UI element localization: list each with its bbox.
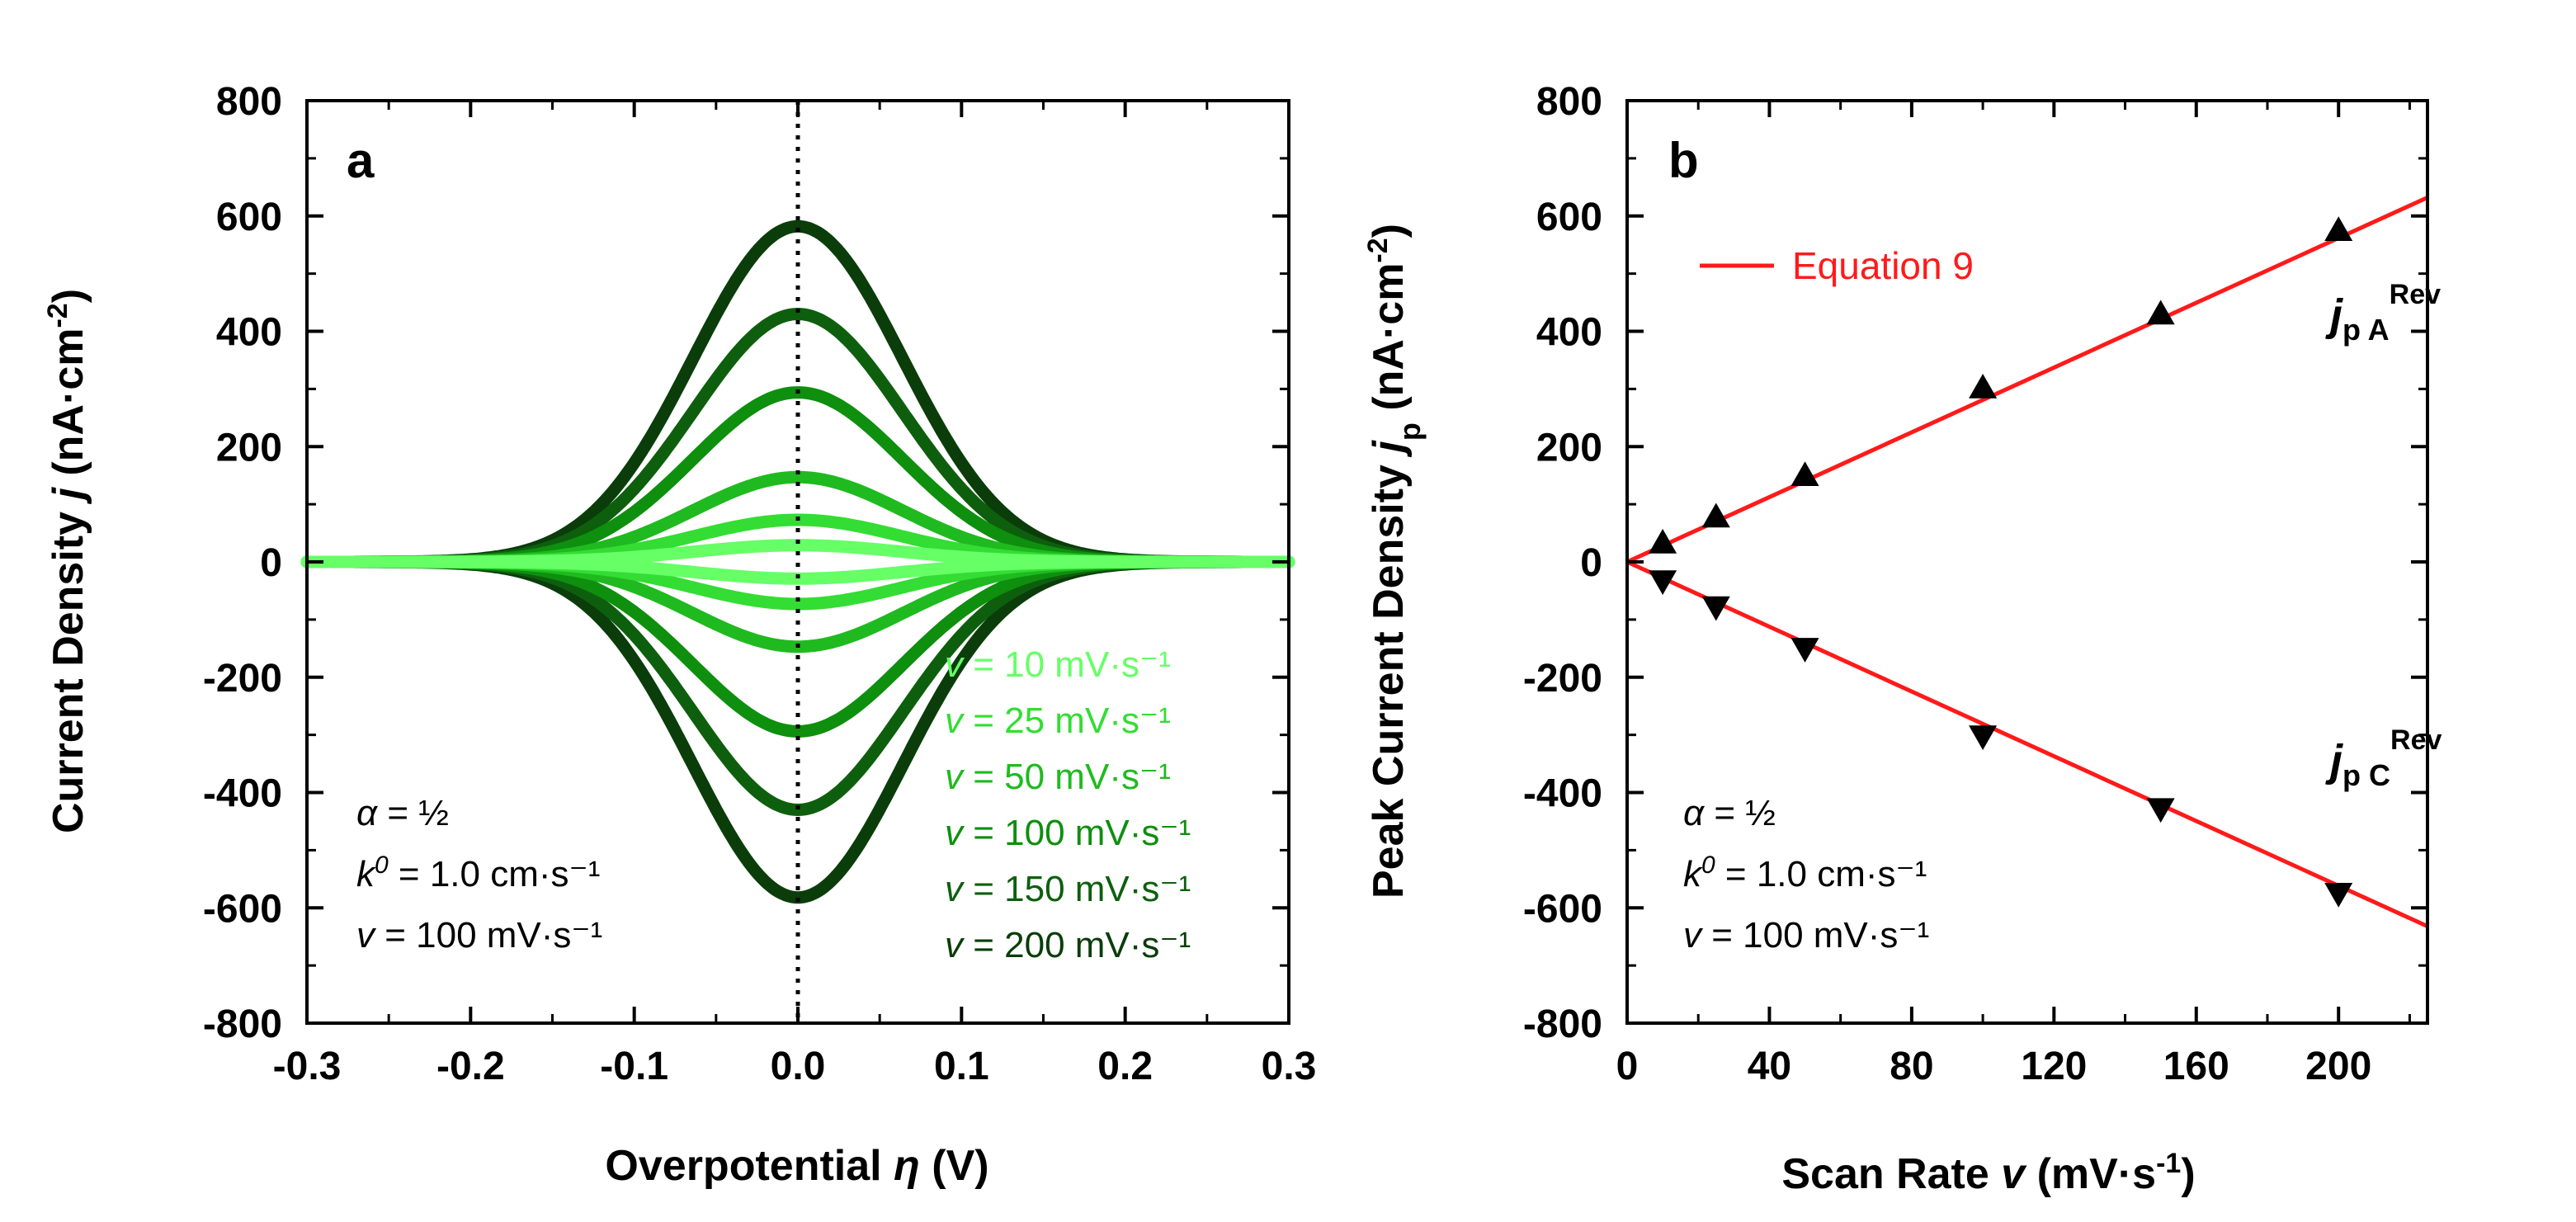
a-y-tick-label: -600	[203, 887, 282, 931]
b-x-tick-label: 120	[2021, 1045, 2087, 1088]
panel-b: 0 40 80 120 160 200 -800 -600 -400 -200 0 200 400 600…	[1362, 80, 2442, 1198]
a-legend-entry-4: v = 100 mV·s⁻¹	[945, 813, 1191, 853]
a-y-tick-label: -400	[203, 772, 282, 816]
b-markers	[1649, 216, 2353, 908]
b-y-tick-label: -200	[1523, 657, 1602, 701]
a-y-tick-label: 400	[216, 311, 282, 355]
b-x-tick-label: 80	[1890, 1045, 1933, 1088]
b-y-tick-label: -600	[1523, 887, 1602, 931]
b-marker-anodic	[1701, 502, 1730, 528]
b-marker-cathodic	[1701, 596, 1730, 621]
a-legend-entry-5: v = 150 mV·s⁻¹	[945, 869, 1191, 909]
b-param-line: α = ½	[1683, 793, 1776, 833]
b-fit-lines	[1625, 196, 2429, 928]
a-y-tick-label: 800	[216, 80, 282, 124]
a-x-tick-label: -0.3	[273, 1045, 342, 1088]
b-marker-anodic	[2146, 300, 2175, 325]
a-param-line: k0 = 1.0 cm·s⁻¹	[356, 852, 600, 895]
a-y-tick-label: -800	[203, 1003, 282, 1046]
a-legend-entry-6: v = 200 mV·s⁻¹	[945, 925, 1191, 965]
a-legend: v = 10 mV·s⁻¹ v = 25 mV·s⁻¹ v = 50 mV·s⁻¹ v…	[945, 644, 1191, 965]
a-legend-entry-1: v = 10 mV·s⁻¹	[945, 644, 1171, 685]
b-parameters: α = ½ k0 = 1.0 cm·s⁻¹ v = 100 mV·s⁻¹	[1683, 793, 1929, 955]
a-legend-entry-3: v = 50 mV·s⁻¹	[945, 757, 1171, 797]
b-marker-cathodic	[1969, 725, 1998, 751]
b-legend: Equation 9	[1700, 244, 1974, 287]
b-marker-anodic	[2324, 216, 2353, 241]
b-panel-letter: b	[1668, 133, 1699, 188]
b-param-line: k0 = 1.0 cm·s⁻¹	[1683, 852, 1927, 895]
a-x-axis-label: Overpotential η (V)	[605, 1142, 988, 1190]
b-x-tick-label: 160	[2163, 1045, 2229, 1088]
b-marker-anodic	[1969, 373, 1998, 399]
a-x-tick-label: 0.2	[1097, 1045, 1153, 1088]
a-panel-letter: a	[347, 133, 375, 188]
b-y-axis-label: Peak Current Density jp (nA·cm-2)	[1362, 224, 1427, 899]
b-y-tick-label: 600	[1536, 196, 1602, 239]
a-x-tick-label: 0.1	[934, 1045, 989, 1088]
b-param-line: v = 100 mV·s⁻¹	[1683, 915, 1929, 955]
b-y-tick-label: 0	[1580, 541, 1602, 585]
panel-a: -0.3 -0.2 -0.1 0.0 0.1 0.2 0.3 -800 -600 -400 -200…	[42, 80, 1316, 1190]
b-y-tick-label: 800	[1536, 80, 1602, 124]
b-y-tick-label: -800	[1523, 1003, 1602, 1046]
a-param-line: v = 100 mV·s⁻¹	[356, 915, 602, 955]
a-y-tick-label: 0	[260, 541, 282, 585]
a-x-tick-label: -0.1	[600, 1045, 668, 1088]
b-ticks: 0 40 80 120 160 200 -800 -600 -400 -200 0 200 400 600…	[1523, 80, 2427, 1088]
b-series-label-anodic: jp ARev	[2325, 279, 2441, 347]
a-x-tick-label: -0.2	[436, 1045, 505, 1088]
a-y-tick-label: 600	[216, 196, 282, 239]
b-x-tick-label: 40	[1748, 1045, 1791, 1088]
b-marker-anodic	[1649, 528, 1677, 554]
a-ticks: -0.3 -0.2 -0.1 0.0 0.1 0.2 0.3 -800 -600 -400 -200…	[203, 80, 1316, 1088]
b-x-axis-label: Scan Rate v (mV·s-1)	[1781, 1148, 2195, 1198]
b-fit-line-2	[1625, 559, 2429, 928]
b-fit-line-1	[1625, 196, 2429, 564]
b-x-tick-label: 0	[1616, 1045, 1639, 1088]
b-marker-cathodic	[2324, 883, 2353, 908]
a-x-tick-label: 0.3	[1262, 1045, 1317, 1088]
a-y-axis-label: Current Density j (nA·cm-2)	[42, 289, 92, 833]
b-x-tick-label: 200	[2305, 1045, 2371, 1088]
b-marker-anodic	[1790, 461, 1819, 486]
b-legend-label: Equation 9	[1792, 244, 1974, 287]
a-x-tick-label: 0.0	[771, 1045, 826, 1088]
b-series-label-cathodic: jp CRev	[2325, 724, 2442, 792]
b-y-tick-label: 200	[1536, 426, 1602, 469]
b-series-labels: jp ARev jp CRev	[2325, 279, 2442, 792]
a-curve-anodic-1	[300, 539, 1295, 569]
b-marker-cathodic	[2146, 798, 2175, 823]
a-legend-entry-2: v = 25 mV·s⁻¹	[945, 701, 1171, 741]
b-marker-cathodic	[1790, 638, 1819, 663]
b-y-tick-label: 400	[1536, 311, 1602, 355]
a-y-tick-label: 200	[216, 426, 282, 469]
a-y-tick-label: -200	[203, 657, 282, 701]
b-marker-cathodic	[1649, 570, 1677, 596]
a-param-line: α = ½	[356, 793, 449, 833]
b-y-tick-label: -400	[1523, 772, 1602, 816]
a-parameters: α = ½ k0 = 1.0 cm·s⁻¹ v = 100 mV·s⁻¹	[356, 793, 602, 955]
